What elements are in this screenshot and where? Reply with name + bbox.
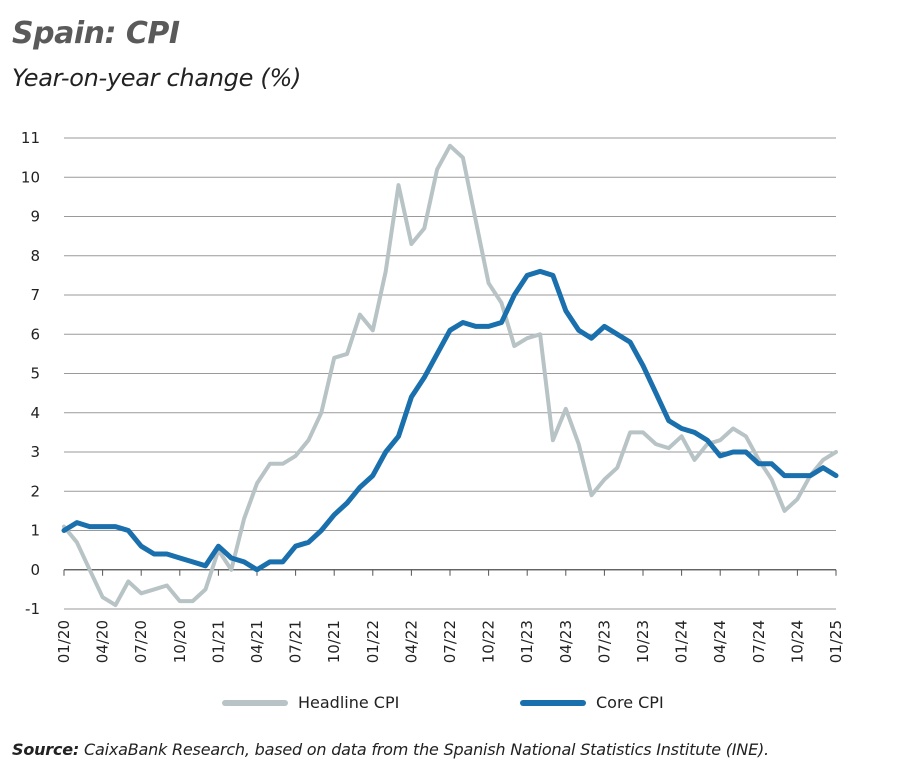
chart-legend: Headline CPI Core CPI <box>0 693 900 723</box>
y-tick-label: 6 <box>30 325 40 343</box>
x-tick-label: 10/24 <box>788 620 806 663</box>
y-tick-label: 10 <box>21 168 40 186</box>
x-tick-label: 10/20 <box>171 620 189 663</box>
legend-swatch-headline <box>222 699 288 706</box>
y-tick-label: 1 <box>30 522 40 540</box>
y-tick-label: 3 <box>30 443 40 461</box>
legend-label-headline: Headline CPI <box>298 693 400 712</box>
x-tick-label: 01/24 <box>673 620 691 663</box>
series-line-headline-cpi <box>62 143 838 608</box>
x-tick-label: 07/20 <box>132 620 150 663</box>
x-tick-label: 07/23 <box>595 620 613 663</box>
y-tick-label: 8 <box>30 247 40 265</box>
x-tick-label: 01/25 <box>827 620 845 663</box>
x-tick-label: 04/24 <box>711 620 729 663</box>
source-label: Source: <box>12 740 80 759</box>
x-tick-label: 10/23 <box>634 620 652 663</box>
legend-swatch-core <box>520 699 586 706</box>
y-tick-label: -1 <box>25 600 40 618</box>
y-tick-label: 4 <box>30 404 40 422</box>
x-tick-label: 01/23 <box>518 620 536 663</box>
chart-subtitle: Year-on-year change (%) <box>12 64 302 92</box>
legend-label-core: Core CPI <box>596 693 664 712</box>
x-tick-label: 07/22 <box>441 620 459 663</box>
x-tick-label: 04/21 <box>248 620 266 663</box>
y-tick-label: 11 <box>21 129 40 147</box>
cpi-line-chart: -1 0 1 2 3 4 5 6 7 8 9 10 11 01/20 04/20 07/20 10/20 01/2… <box>21 129 845 663</box>
x-tick-label: 07/24 <box>750 620 768 663</box>
y-tick-label: 2 <box>30 482 40 500</box>
x-tick-label: 01/20 <box>55 620 73 663</box>
y-tick-label: 9 <box>30 208 40 226</box>
x-tick-label: 01/22 <box>364 620 382 663</box>
legend-item-headline: Headline CPI <box>222 693 399 712</box>
chart-title: Spain: CPI <box>12 16 180 51</box>
y-tick-label: 7 <box>30 286 40 304</box>
y-tick-label: 0 <box>30 561 40 579</box>
y-tick-label: 5 <box>30 365 40 383</box>
legend-item-core: Core CPI <box>520 693 664 712</box>
x-tick-label: 04/22 <box>402 620 420 663</box>
x-tick-label: 10/22 <box>480 620 498 663</box>
x-tick-label: 10/21 <box>325 620 343 663</box>
source-note: Source: CaixaBank Research, based on dat… <box>12 740 769 759</box>
x-tick-label: 04/23 <box>557 620 575 663</box>
x-tick-label: 01/21 <box>209 620 227 663</box>
source-text: CaixaBank Research, based on data from t… <box>79 740 769 759</box>
x-tick-label: 04/20 <box>94 620 112 663</box>
x-tick-label: 07/21 <box>287 620 305 663</box>
series-line-core-cpi <box>61 268 839 573</box>
